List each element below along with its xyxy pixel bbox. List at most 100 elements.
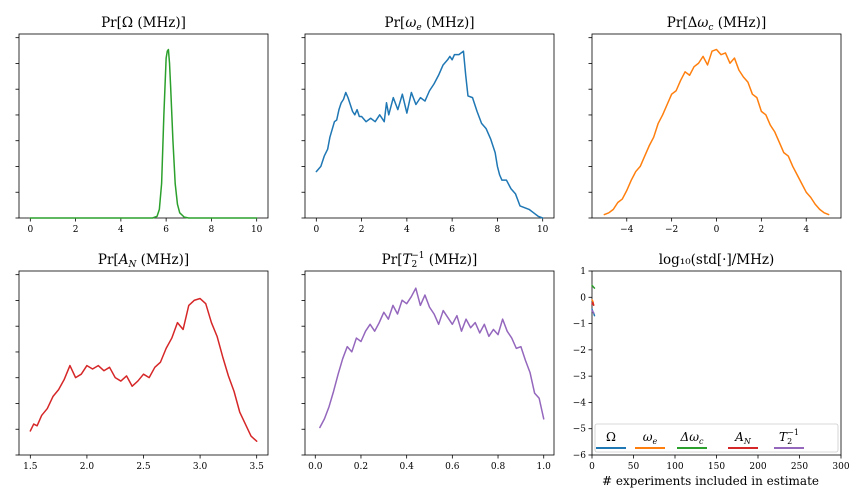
x-tick-label: 150	[708, 462, 725, 472]
x-tick-label: 3.5	[250, 462, 265, 472]
axes-frame	[304, 270, 555, 456]
chart-title-part: (MHz)]	[136, 252, 189, 268]
subplot-2: Pr[ωe (MHz)] 0 2 4 6 8 10	[301, 15, 555, 235]
legend-label-part: A	[734, 430, 744, 444]
chart-title-part: c	[708, 23, 713, 33]
legend-label-part: −1	[787, 428, 799, 437]
y-tick-label: −2	[573, 346, 586, 356]
y-tick-label: −1	[573, 320, 586, 330]
legend-label-part: c	[699, 437, 704, 446]
x-tick-label: 0.6	[445, 462, 460, 472]
chart-title-part: Pr[	[385, 15, 406, 31]
subplot-4: Pr[AN (MHz)] 1.5 2.0 2.5 3.0 3.5	[15, 252, 269, 472]
x-tick-label: 2	[73, 225, 79, 235]
chart-title-part: Pr[	[382, 252, 403, 268]
x-tick-label: 0.4	[399, 462, 414, 472]
x-tick-label: 0.8	[491, 462, 506, 472]
x-tick-label: 2	[359, 225, 365, 235]
x-tick-label: 1.0	[537, 462, 552, 472]
series-line	[319, 287, 545, 429]
legend-box	[594, 423, 839, 453]
chart-title: log₁₀(std[·]/MHz)	[659, 252, 775, 268]
subplot-3: Pr[Δωc (MHz)] −4 −2 0 2 4	[588, 15, 842, 235]
series-line	[315, 50, 544, 219]
x-tick-label: 3.0	[193, 462, 208, 472]
legend-label: T2−1	[779, 428, 799, 446]
x-tick-label: 8	[495, 225, 501, 235]
x-tick-label: 6	[449, 225, 455, 235]
axes-frame	[591, 33, 842, 219]
x-tick-label: 2.0	[80, 462, 95, 472]
x-tick-label: 6	[163, 225, 169, 235]
y-tick-label: −5	[573, 425, 587, 435]
y-tick-label: −4	[573, 398, 587, 408]
series-line	[29, 297, 258, 442]
y-tick-label: −3	[573, 372, 587, 382]
subplot-1: Pr[Ω (MHz)] 0 2 4 6 8 10	[15, 15, 269, 235]
chart-title: Pr[ωe (MHz)]	[385, 15, 475, 33]
x-tick-label: 4	[803, 225, 809, 235]
legend-label: AN	[734, 430, 752, 446]
y-tick-label: −6	[573, 451, 587, 461]
x-tick-label: 0	[714, 225, 720, 235]
axes-frame	[18, 270, 269, 456]
x-tick-label: 0.0	[308, 462, 323, 472]
y-tick-label: 0	[580, 293, 586, 303]
x-tick-label: −2	[665, 225, 678, 235]
chart-title-part: Pr[Ω (MHz)]	[101, 15, 186, 31]
x-axis-label: # experiments included in estimate	[602, 474, 819, 488]
x-tick-label: −4	[620, 225, 634, 235]
chart-title-part: Pr[Δ	[667, 15, 698, 31]
x-tick-label: 50	[628, 462, 640, 472]
chart-title-part: (MHz)]	[422, 15, 475, 31]
x-tick-label: 0	[27, 225, 33, 235]
chart-title: Pr[AN (MHz)]	[98, 252, 189, 270]
series-line	[591, 309, 595, 314]
subplot-6: log₁₀(std[·]/MHz) 0 50 100 150 200 250 300 1 0 −1 −…	[573, 252, 850, 488]
legend-label-part: Ω	[606, 430, 616, 444]
chart-title-part: ω	[697, 15, 708, 31]
legend-label-part: T	[779, 430, 788, 444]
x-tick-label: 100	[666, 462, 683, 472]
chart-title-part: T	[402, 252, 412, 268]
x-tick-label: 8	[209, 225, 215, 235]
y-tick-label: 1	[580, 267, 586, 277]
x-tick-label: 10	[251, 225, 263, 235]
legend-label-part: ω	[643, 430, 653, 444]
x-tick-label: 1.5	[23, 462, 38, 472]
x-tick-label: 2.5	[136, 462, 151, 472]
chart-title-part: N	[127, 260, 137, 270]
x-tick-label: 4	[118, 225, 124, 235]
legend-label: Δωc	[680, 430, 704, 446]
legend-label-part: 2	[787, 437, 792, 446]
series-line	[591, 301, 595, 306]
legend-label: Ω	[606, 430, 616, 444]
x-tick-label: 0	[313, 225, 319, 235]
chart-title: Pr[Ω (MHz)]	[101, 15, 186, 31]
legend-label-part: e	[653, 437, 658, 446]
chart-title-part: −1	[411, 251, 424, 261]
legend-label-part: Δω	[680, 430, 700, 444]
legend-label: ωe	[643, 430, 658, 446]
axes-frame	[18, 33, 269, 219]
chart-title-part: A	[117, 252, 129, 268]
chart-title-part: Pr[	[98, 252, 119, 268]
series-line	[603, 48, 830, 216]
series-line	[591, 284, 596, 289]
x-tick-label: 250	[791, 462, 808, 472]
chart-title-part: (MHz)]	[713, 15, 766, 31]
chart-title-part: e	[416, 23, 421, 33]
x-tick-label: 2	[758, 225, 764, 235]
chart-title-part: ω	[405, 15, 416, 31]
chart-title-part: 2	[412, 260, 418, 270]
x-tick-label: 200	[749, 462, 766, 472]
x-tick-label: 10	[537, 225, 549, 235]
chart-title: Pr[T2−1 (MHz)]	[382, 251, 478, 270]
series-line	[29, 48, 258, 219]
x-tick-label: 300	[832, 462, 849, 472]
x-tick-label: 0.2	[354, 462, 368, 472]
legend-label-part: N	[743, 437, 752, 446]
chart-title-part: (MHz)]	[425, 252, 478, 268]
